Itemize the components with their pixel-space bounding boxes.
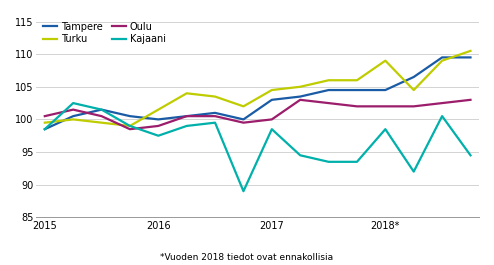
Tampere	[42, 128, 48, 131]
Oulu	[42, 114, 48, 118]
Turku	[354, 79, 360, 82]
Kajaani	[297, 154, 303, 157]
Oulu	[467, 98, 473, 101]
Tampere	[411, 76, 417, 79]
Kajaani	[42, 128, 48, 131]
Kajaani	[269, 128, 275, 131]
Turku	[297, 85, 303, 88]
Oulu	[326, 101, 331, 105]
Oulu	[155, 124, 161, 127]
Oulu	[354, 105, 360, 108]
Kajaani	[241, 189, 247, 193]
Turku	[269, 89, 275, 92]
Turku	[42, 121, 48, 124]
Kajaani	[439, 114, 445, 118]
Oulu	[269, 118, 275, 121]
Kajaani	[326, 160, 331, 164]
Tampere	[439, 56, 445, 59]
Tampere	[241, 118, 247, 121]
Tampere	[326, 89, 331, 92]
Turku	[467, 49, 473, 52]
Oulu	[241, 121, 247, 124]
Oulu	[212, 114, 218, 118]
Turku	[184, 92, 190, 95]
Kajaani	[411, 170, 417, 173]
Oulu	[127, 128, 133, 131]
Turku	[439, 59, 445, 62]
Kajaani	[467, 154, 473, 157]
Line: Turku: Turku	[45, 51, 470, 126]
Legend: Tampere, Turku, Oulu, Kajaani: Tampere, Turku, Oulu, Kajaani	[41, 20, 167, 46]
Kajaani	[99, 108, 105, 111]
Line: Oulu: Oulu	[45, 100, 470, 129]
Line: Kajaani: Kajaani	[45, 103, 470, 191]
Kajaani	[70, 101, 76, 105]
Tampere	[467, 56, 473, 59]
Kajaani	[155, 134, 161, 137]
Turku	[411, 89, 417, 92]
Text: *Vuoden 2018 tiedot ovat ennakollisia: *Vuoden 2018 tiedot ovat ennakollisia	[161, 253, 333, 262]
Oulu	[184, 114, 190, 118]
Kajaani	[127, 124, 133, 127]
Tampere	[127, 114, 133, 118]
Tampere	[382, 89, 388, 92]
Oulu	[411, 105, 417, 108]
Turku	[326, 79, 331, 82]
Kajaani	[382, 128, 388, 131]
Tampere	[354, 89, 360, 92]
Tampere	[297, 95, 303, 98]
Turku	[155, 108, 161, 111]
Oulu	[297, 98, 303, 101]
Oulu	[439, 101, 445, 105]
Turku	[127, 124, 133, 127]
Kajaani	[184, 124, 190, 127]
Tampere	[70, 114, 76, 118]
Turku	[212, 95, 218, 98]
Tampere	[99, 108, 105, 111]
Oulu	[99, 114, 105, 118]
Tampere	[269, 98, 275, 101]
Oulu	[70, 108, 76, 111]
Turku	[99, 121, 105, 124]
Oulu	[382, 105, 388, 108]
Turku	[241, 105, 247, 108]
Kajaani	[212, 121, 218, 124]
Line: Tampere: Tampere	[45, 58, 470, 129]
Tampere	[155, 118, 161, 121]
Kajaani	[354, 160, 360, 164]
Turku	[70, 118, 76, 121]
Turku	[382, 59, 388, 62]
Tampere	[212, 111, 218, 114]
Tampere	[184, 114, 190, 118]
